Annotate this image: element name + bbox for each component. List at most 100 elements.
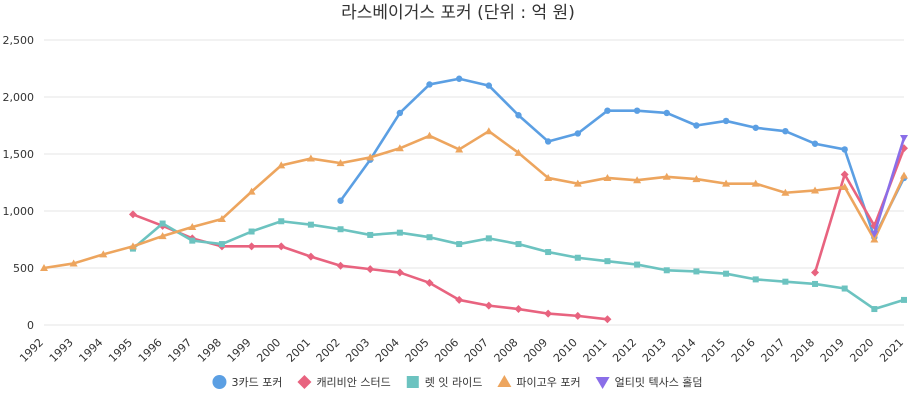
data-point (574, 254, 581, 261)
data-point (841, 146, 848, 153)
legend-item[interactable]: 얼티밋 텍사스 홀덤 (595, 375, 703, 389)
data-point (782, 128, 789, 135)
data-point (99, 250, 108, 258)
data-point (425, 278, 434, 287)
data-point (248, 228, 255, 235)
x-tick-label: 1993 (47, 336, 76, 365)
x-tick-label: 2009 (521, 336, 550, 365)
legend-item[interactable]: 렛 잇 라이드 (406, 376, 483, 389)
data-point (425, 131, 434, 139)
data-point (900, 135, 908, 143)
x-tick-label: 2017 (759, 336, 788, 365)
chart-title: 라스베이거스 포커 (단위 : 억 원) (341, 3, 575, 23)
y-tick-label: 500 (13, 262, 34, 275)
x-tick-label: 2018 (788, 336, 817, 365)
data-point (514, 305, 523, 314)
y-tick-label: 1,500 (3, 148, 35, 161)
data-point (188, 222, 197, 230)
x-tick-label: 2001 (284, 336, 313, 365)
data-point (900, 171, 908, 179)
data-point (662, 172, 671, 180)
y-tick-label: 0 (27, 319, 34, 332)
data-point (515, 241, 522, 248)
data-point (840, 183, 849, 191)
data-point (633, 107, 641, 114)
x-tick-label: 2002 (314, 336, 343, 365)
series-4 (40, 127, 908, 271)
data-point (426, 81, 433, 88)
x-tick-label: 2005 (403, 336, 432, 365)
legend-marker (297, 375, 312, 389)
data-point (841, 285, 848, 292)
x-tick-label: 2004 (373, 336, 402, 365)
x-tick-label: 1996 (136, 336, 165, 365)
x-tick-label: 1995 (106, 336, 135, 365)
data-point (692, 175, 701, 183)
data-point (573, 311, 582, 320)
legend-marker (497, 375, 512, 387)
data-point (752, 276, 759, 283)
legend-item[interactable]: 3카드 포커 (212, 375, 282, 389)
data-point (69, 259, 78, 267)
data-point (336, 159, 345, 167)
x-tick-label: 1999 (225, 336, 254, 365)
y-tick-label: 2,500 (3, 34, 35, 47)
data-point (159, 220, 166, 227)
x-tick-label: 2007 (462, 336, 491, 365)
data-point (782, 278, 789, 285)
grid-lines (44, 39, 904, 326)
y-tick-label: 1,000 (3, 205, 35, 218)
legend-marker (595, 377, 610, 389)
series-line (42, 129, 906, 270)
data-point (603, 173, 612, 181)
data-point (545, 249, 552, 256)
data-point (781, 188, 790, 196)
data-point (693, 122, 700, 129)
series-1 (337, 75, 908, 241)
data-point (189, 237, 196, 244)
data-point (396, 229, 403, 236)
data-point (633, 176, 642, 184)
x-tick-label: 2010 (551, 336, 580, 365)
data-point (722, 179, 731, 187)
series-5 (870, 135, 908, 238)
series-group (40, 75, 908, 324)
data-point (574, 130, 581, 137)
legend-item[interactable]: 파이고우 포커 (497, 375, 581, 389)
data-point (603, 315, 612, 324)
data-point (870, 230, 879, 238)
x-tick-label: 1998 (195, 336, 224, 365)
legend-item[interactable]: 캐리비안 스터드 (297, 375, 391, 389)
x-tick-label: 2016 (729, 336, 758, 365)
data-point (337, 226, 344, 233)
data-point (158, 232, 167, 240)
data-point (455, 295, 464, 304)
data-point (395, 144, 404, 152)
data-point (128, 210, 137, 219)
data-point (722, 117, 730, 125)
data-point (693, 268, 700, 275)
x-tick-label: 2006 (432, 336, 461, 365)
legend-label: 3카드 포커 (231, 376, 282, 389)
data-point (663, 267, 670, 274)
legend-marker (406, 376, 419, 388)
data-point (604, 258, 611, 265)
data-point (426, 234, 433, 241)
data-point (396, 109, 404, 117)
data-point (811, 268, 820, 277)
data-point (604, 107, 611, 114)
data-point (277, 242, 286, 251)
x-tick-label: 2011 (581, 336, 610, 365)
data-point (515, 112, 522, 119)
data-point (278, 218, 285, 225)
x-tick-label: 1994 (76, 336, 105, 365)
data-point (870, 235, 879, 243)
x-tick-label: 2013 (640, 336, 669, 365)
x-tick-label: 1997 (165, 336, 194, 365)
data-point (485, 82, 493, 89)
x-tick-label: 2015 (699, 336, 728, 365)
data-point (811, 140, 819, 147)
data-point (307, 221, 314, 228)
legend-marker (212, 375, 227, 389)
legend-label: 캐리비안 스터드 (316, 376, 390, 389)
